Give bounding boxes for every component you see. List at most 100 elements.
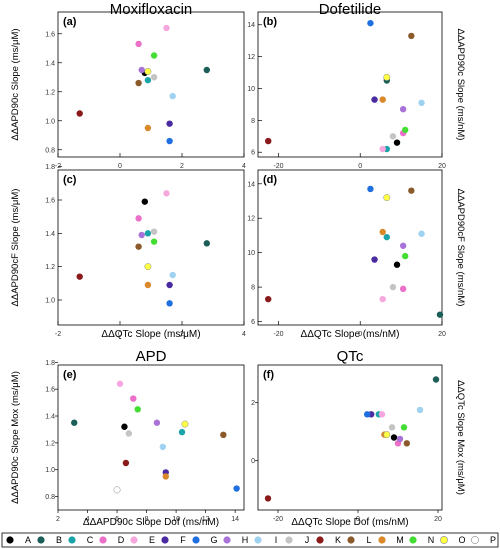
data-point-E: [163, 190, 170, 197]
x-tick-label: -20: [273, 163, 283, 170]
data-point-K: [265, 137, 272, 145]
x-axis-label: ΔΔQTc Slope (ms/nM): [301, 329, 400, 340]
x-tick-label: 2: [180, 331, 184, 338]
y-axis-label: ΔΔAPD90c Slope Mox (ms/μM): [10, 371, 21, 504]
x-tick-label: 2: [56, 516, 60, 523]
plot-frame: [257, 169, 443, 326]
y-tick-label: 1.4: [45, 60, 55, 67]
data-point-K: [76, 273, 83, 280]
panel-title: Dofetilide: [319, 1, 382, 18]
panel-title: Moxifloxacin: [110, 1, 193, 18]
data-point-G: [166, 300, 173, 307]
data-point-N: [150, 52, 158, 59]
legend-label-C: C: [87, 535, 94, 545]
legend-label-F: F: [180, 535, 186, 545]
y-axis-label: ΔΔQTc Slope Mox (ms/μM): [455, 380, 466, 495]
data-point-B: [203, 240, 210, 247]
data-point-A: [390, 434, 398, 441]
data-point-D: [130, 395, 137, 402]
x-axis-label: ΔΔQTc Slope (ms/μM): [101, 329, 200, 340]
x-tick-label: 0: [118, 163, 122, 170]
data-point-J: [125, 430, 133, 437]
plot-frame: [57, 169, 245, 326]
x-tick-label: 20: [434, 516, 442, 523]
legend-marker-H: [223, 536, 231, 544]
y-tick-label: 1.0: [45, 467, 55, 474]
data-point-O: [383, 194, 391, 202]
data-point-J: [150, 74, 158, 81]
data-point-F: [166, 281, 173, 289]
legend-label-G: G: [210, 535, 217, 545]
data-point-K: [265, 295, 272, 303]
data-point-G: [166, 137, 173, 145]
y-axis-label: ΔΔAPD90cF Slope (ms/μM): [10, 189, 21, 307]
x-tick-label: 0: [358, 331, 362, 338]
data-point-A: [141, 198, 148, 205]
data-point-O: [383, 431, 391, 439]
y-tick-label: 1.4: [45, 414, 55, 421]
y-tick-label: 1.2: [45, 440, 55, 447]
data-point-J: [389, 133, 397, 140]
legend-marker-D: [99, 536, 107, 544]
x-tick-label: -20: [273, 516, 283, 523]
legend-label-E: E: [149, 535, 155, 545]
legend-label-B: B: [56, 535, 62, 545]
x-tick-label: 20: [438, 331, 446, 338]
y-tick-label: 6: [251, 150, 255, 157]
y-axis-label: ΔΔAPD90cF Slope (ms/nM): [455, 189, 466, 307]
panel-label: (a): [63, 16, 77, 28]
legend-marker-K: [316, 536, 324, 544]
legend-label-D: D: [118, 535, 125, 545]
data-point-K: [76, 110, 83, 117]
y-tick-label: 1.8: [45, 164, 55, 171]
y-tick-label: 14: [247, 181, 255, 188]
panel-f: -20 0 20 0 2 (f) QTc ΔΔQTc Slope Dof (ms/nM) ΔΔQ…: [251, 348, 466, 528]
data-point-M: [162, 473, 169, 480]
data-point-D: [135, 215, 142, 222]
y-tick-label: 1.0: [45, 298, 55, 305]
legend-label-M: M: [396, 535, 404, 545]
legend-marker-P: [471, 536, 479, 544]
legend-marker-B: [37, 536, 45, 544]
data-point-N: [400, 424, 408, 431]
data-point-O: [144, 68, 152, 75]
data-point-E: [116, 380, 124, 387]
y-tick-label: 0: [251, 458, 255, 465]
legend-marker-C: [68, 536, 76, 544]
legend-marker-I: [254, 536, 262, 544]
data-point-D: [399, 285, 407, 293]
x-tick-label: 20: [438, 163, 446, 170]
plot-frame: [257, 364, 443, 511]
data-point-N: [402, 126, 409, 134]
panel-e: 2 4 6 8 10 12 14 0.8 1.0 1.2 1.4 1.6 1.8 (e) APD ΔΔAPD9…: [10, 348, 245, 528]
data-point-A: [393, 139, 401, 146]
legend-label-I: I: [275, 535, 278, 545]
data-point-E: [378, 411, 386, 418]
x-tick-label: 4: [242, 331, 246, 338]
data-point-H: [138, 231, 145, 239]
data-point-H: [399, 242, 407, 249]
y-tick-label: 10: [247, 250, 255, 257]
data-point-E: [163, 24, 170, 32]
data-point-I: [418, 230, 425, 237]
y-axis-label: ΔΔAPD90c Slope (ms/nM): [455, 29, 466, 141]
legend: A B C D E F G H I J K L M N O P: [1, 532, 499, 548]
data-point-O: [181, 420, 189, 428]
legend-marker-E: [130, 536, 138, 544]
data-point-L: [403, 440, 410, 447]
x-tick-label: 0: [356, 516, 360, 523]
legend-marker-G: [192, 536, 200, 544]
legend-marker-M: [378, 536, 386, 544]
data-point-I: [169, 271, 176, 279]
data-point-D: [135, 40, 142, 48]
y-tick-label: 1.2: [45, 89, 55, 96]
data-point-B: [71, 419, 78, 426]
panel-label: (c): [63, 174, 77, 186]
data-point-H: [153, 419, 161, 426]
x-tick-label: 12: [202, 516, 210, 523]
data-point-O: [383, 73, 391, 81]
legend-label-N: N: [428, 535, 435, 545]
plot-frame: [57, 11, 245, 158]
y-tick-label: 1.6: [45, 198, 55, 205]
